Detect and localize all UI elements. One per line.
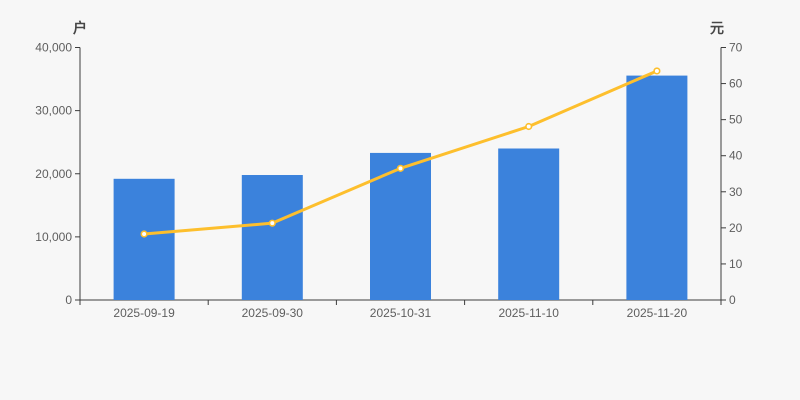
left-axis-tick-label: 40,000: [35, 41, 72, 55]
right-axis-tick-label: 40: [729, 149, 743, 163]
left-axis-tick-label: 0: [65, 293, 72, 307]
left-axis-tick-label: 30,000: [35, 104, 72, 118]
x-axis-category-label: 2025-10-31: [370, 306, 432, 320]
right-axis-tick-label: 50: [729, 113, 743, 127]
right-axis-tick-label: 70: [729, 41, 743, 55]
right-axis-tick-label: 60: [729, 77, 743, 91]
line-data-point[interactable]: [140, 230, 148, 238]
line-data-point[interactable]: [268, 219, 276, 227]
right-axis-tick-label: 0: [729, 293, 736, 307]
x-axis-category-label: 2025-11-10: [498, 306, 559, 320]
bar[interactable]: [626, 75, 688, 300]
right-axis-tick-label: 10: [729, 257, 743, 271]
line-data-point[interactable]: [396, 164, 405, 172]
left-axis-tick-label: 10,000: [35, 230, 72, 244]
bar[interactable]: [370, 152, 431, 300]
left-axis-unit-label: 户: [73, 20, 87, 36]
x-axis-category-label: 2025-09-30: [242, 306, 304, 320]
x-axis-category-label: 2025-09-19: [113, 306, 175, 320]
bar[interactable]: [498, 148, 560, 301]
line-data-point[interactable]: [525, 122, 533, 131]
bar[interactable]: [113, 178, 175, 300]
bar[interactable]: [241, 175, 303, 300]
right-axis-tick-label: 20: [729, 221, 743, 235]
right-axis-unit-label: 元: [710, 20, 724, 36]
left-axis-tick-label: 20,000: [35, 167, 72, 181]
right-axis-tick-label: 30: [729, 185, 743, 199]
x-axis-category-label: 2025-11-20: [627, 306, 688, 320]
line-data-point[interactable]: [653, 67, 661, 75]
